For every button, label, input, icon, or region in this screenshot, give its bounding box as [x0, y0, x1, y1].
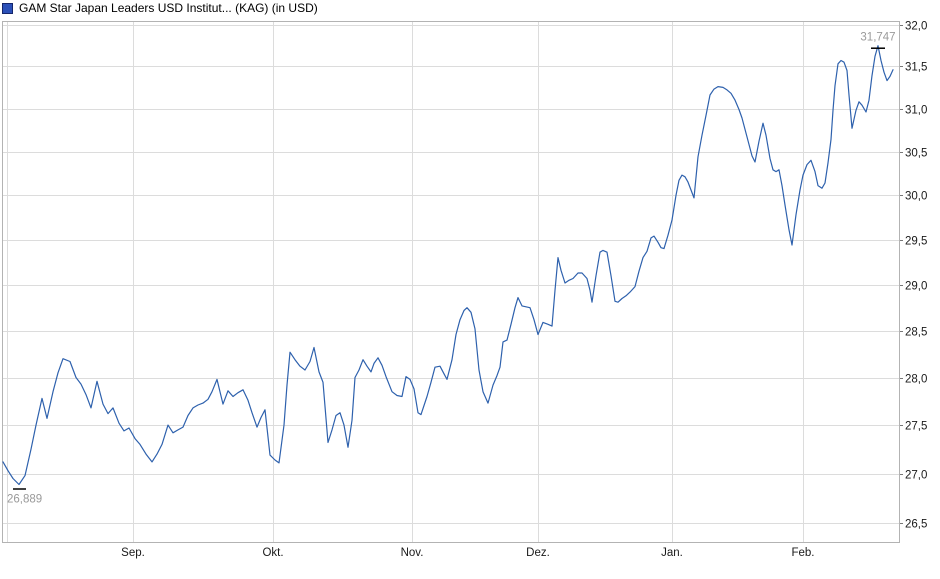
x-axis-label: Dez.: [526, 547, 550, 559]
y-axis-label: 28,0: [905, 374, 927, 386]
x-axis-label: Okt.: [262, 547, 283, 559]
series-legend-square-icon: [2, 2, 13, 14]
y-axis-label: 32,0: [905, 21, 927, 33]
y-axis-label: 31,5: [905, 62, 927, 74]
y-axis-label: 30,5: [905, 148, 927, 160]
x-axis-label: Sep.: [121, 547, 145, 559]
plot-border: [2, 21, 900, 543]
chart-title: GAM Star Japan Leaders USD Institut... (…: [19, 1, 318, 15]
x-axis-label: Feb.: [791, 547, 814, 559]
y-axis-label: 27,5: [905, 421, 927, 433]
chart-header: GAM Star Japan Leaders USD Institut... (…: [2, 1, 318, 15]
price-line: [2, 45, 894, 486]
x-axis-label: Nov.: [401, 547, 424, 559]
min-value-label: 26,889: [7, 493, 42, 505]
y-axis-label: 29,5: [905, 236, 927, 248]
y-axis-label: 27,0: [905, 470, 927, 482]
y-axis-label: 26,5: [905, 519, 927, 531]
x-axis-label: Jan.: [661, 547, 683, 559]
y-axis-label: 28,5: [905, 327, 927, 339]
max-value-label: 31,747: [860, 32, 895, 44]
y-axis-label: 31,0: [905, 105, 927, 117]
y-axis-label: 29,0: [905, 281, 927, 293]
y-axis-label: 30,0: [905, 191, 927, 203]
